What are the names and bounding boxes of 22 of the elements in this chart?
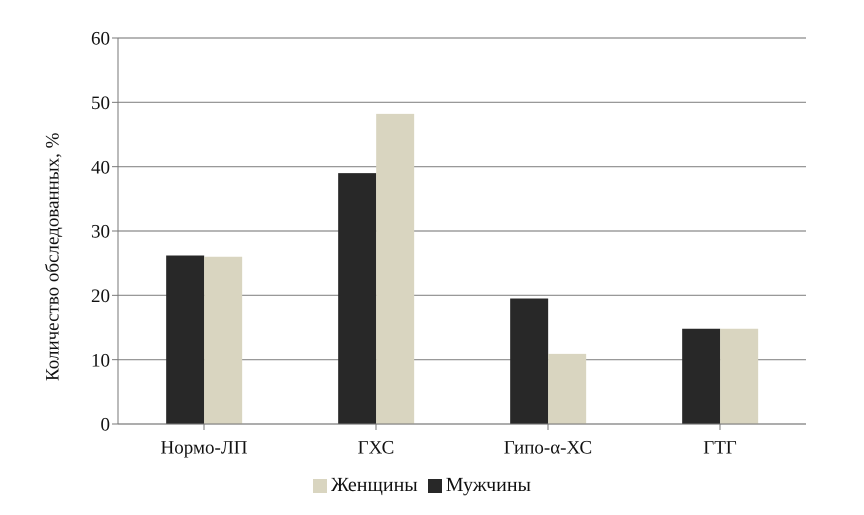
y-tick-label: 40: [91, 157, 110, 178]
bar: [720, 328, 758, 424]
y-axis-title: Количество обследованных, %: [42, 132, 64, 381]
x-tick-label: ГТГ: [703, 437, 737, 458]
y-tick-label: 30: [91, 222, 110, 243]
legend-label: Мужчины: [446, 474, 531, 496]
bar: [204, 256, 242, 424]
x-tick-label: Нормо-ЛП: [160, 437, 248, 458]
y-tick-label: 60: [91, 28, 110, 50]
y-tick-label: 0: [100, 414, 110, 436]
bar: [166, 255, 204, 424]
y-tick-label: 10: [91, 350, 110, 372]
bar: [338, 173, 376, 424]
legend-label: Женщины: [331, 474, 418, 496]
bar: [548, 354, 586, 424]
x-tick-label: Гипо-α-ХС: [504, 437, 592, 458]
bar: [682, 328, 720, 424]
bar: [376, 114, 414, 424]
x-tick-label: ГХС: [358, 437, 394, 458]
bar: [510, 298, 548, 424]
y-tick-label: 20: [91, 286, 110, 308]
y-tick-label: 50: [91, 93, 110, 114]
